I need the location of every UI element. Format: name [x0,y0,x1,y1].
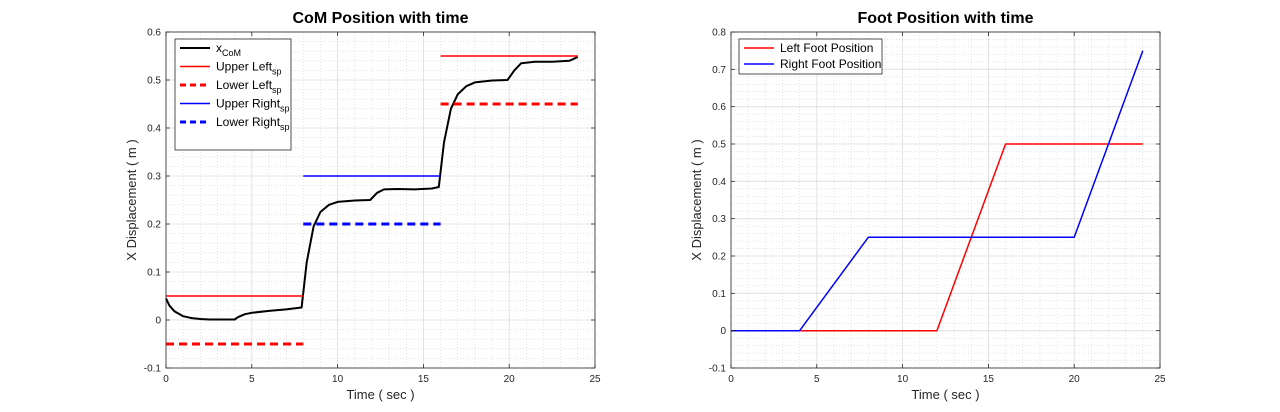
x-tick-label: 15 [418,374,430,385]
axes-box [730,31,1161,369]
y-tick-label: -0.1 [709,364,727,375]
x-tick-label: 5 [814,374,820,385]
chart-title: CoM Position with time [293,10,469,27]
legend-label-4: Upper Rightsp [216,97,290,114]
legend-label-5: Lower Rightsp [216,115,290,132]
y-tick-label: 0.6 [712,102,726,113]
plot-area [731,32,1160,368]
y-tick-label: 0.4 [712,177,726,188]
y-tick-label: 0.1 [712,289,726,300]
axes-box [165,31,596,369]
y-tick-label: 0.5 [147,76,161,87]
y-tick-label: 0.8 [712,28,726,39]
y-tick-label: 0.3 [147,172,161,183]
chart-title: Foot Position with time [858,10,1034,27]
y-tick-label: 0.4 [147,124,161,135]
x-tick-label: 25 [589,374,601,385]
x-tick-label: 20 [504,374,516,385]
x-tick-label: 0 [728,374,734,385]
legend-label-1: Left Foot Position [780,41,873,55]
x-tick-label: 10 [332,374,344,385]
legend-box [738,38,883,75]
x-tick-label: 25 [1154,374,1166,385]
series-line-2-seg-1 [731,50,1144,332]
y-tick-label: 0.5 [712,140,726,151]
y-axis-label: X Displacement ( m ) [689,139,704,260]
legend-label-3: Lower Leftsp [216,78,282,95]
x-tick-label: 10 [897,374,909,385]
chart-2: 0 5 10 15 20 25-0.100.10.20.30.40.50.60.70.8F… [689,10,1166,402]
y-tick-label: 0.2 [147,220,161,231]
x-axis-label: Time ( sec ) [911,387,979,402]
series-line-1-seg-1 [165,56,579,321]
legend-label-2: Right Foot Position [780,57,881,71]
legend-box [174,38,292,151]
y-tick-label: 0 [720,326,726,337]
legend: Left Foot Position Right Foot Position [738,38,883,75]
y-tick-label: 0.2 [712,252,726,263]
y-tick-label: 0.6 [147,28,161,39]
x-tick-label: 0 [163,374,169,385]
legend-label-1: xCoM [216,41,241,58]
y-tick-label: 0.1 [147,268,161,279]
x-tick-label: 15 [983,374,995,385]
y-tick-label: 0.3 [712,214,726,225]
y-tick-label: 0.7 [712,65,726,76]
legend-label-2: Upper Leftsp [216,60,282,77]
x-tick-label: 20 [1069,374,1081,385]
x-tick-label: 5 [249,374,255,385]
y-tick-label: 0 [155,316,161,327]
x-axis-label: Time ( sec ) [346,387,414,402]
y-axis-label: X Displacement ( m ) [124,139,139,260]
y-tick-label: -0.1 [144,364,162,375]
